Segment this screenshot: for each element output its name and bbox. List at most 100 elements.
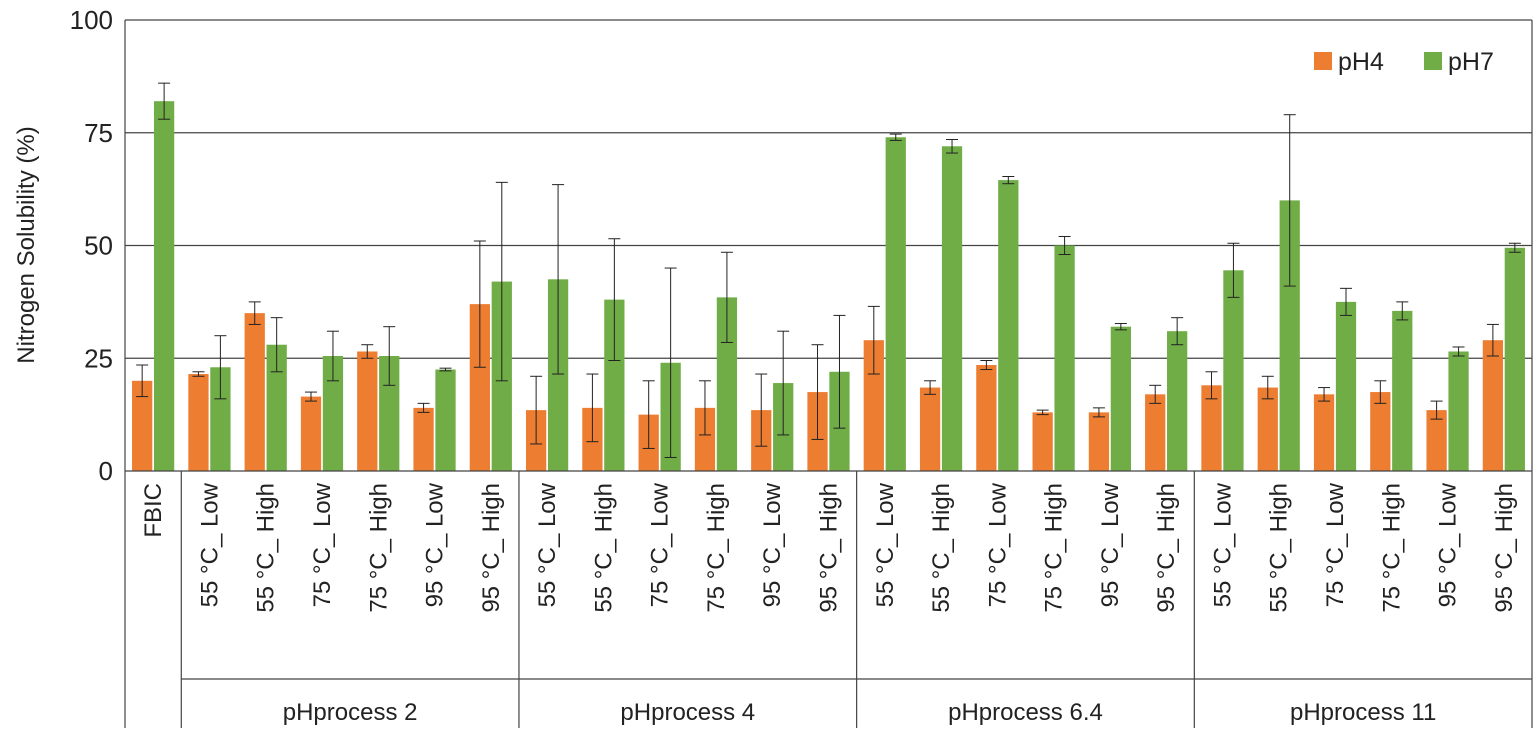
- bar-ph7: [322, 355, 344, 471]
- x-category-label: 55 °C_ Low: [1209, 482, 1236, 607]
- bar-ph4: [1313, 394, 1335, 471]
- error-bar-ph7: [1227, 242, 1240, 298]
- bar-ph4: [188, 374, 209, 471]
- error-bar-ph4: [530, 375, 543, 445]
- x-category-label: 55 °C_ High: [928, 483, 955, 613]
- bar-ph7: [716, 297, 738, 471]
- error-bar-ph4: [1374, 380, 1387, 404]
- bar-ph7: [547, 279, 569, 471]
- x-category-label: 95 °C_ High: [478, 483, 505, 613]
- bar-ph4: [1370, 392, 1391, 471]
- error-bar-ph4: [924, 380, 937, 395]
- x-category-label: 75 °C_ Low: [309, 482, 336, 607]
- error-bar-ph4: [1486, 323, 1499, 357]
- bar-ph7: [998, 180, 1019, 472]
- bars: [132, 101, 1525, 472]
- error-bar-ph4: [305, 391, 318, 402]
- bar-ph4: [1088, 412, 1110, 471]
- bar-ph7: [210, 367, 231, 471]
- bar-ph4: [1145, 394, 1166, 471]
- error-bar-ph4: [811, 344, 824, 440]
- legend-label-ph4: pH4: [1338, 48, 1384, 76]
- bar-ph7: [1392, 310, 1413, 471]
- axes: [124, 20, 1532, 728]
- y-tick-label: 75: [84, 118, 113, 148]
- x-category-label: 95 °C_ High: [1491, 483, 1518, 613]
- x-group-labels: pHprocess 2 pHprocess 4 pHprocess 6.4 pHpro…: [180, 20, 1533, 728]
- x-group-label: pHprocess 2: [283, 699, 418, 726]
- legend-swatch-ph4: [1314, 52, 1332, 70]
- error-bars: [136, 82, 1521, 458]
- error-bar-ph4: [1036, 409, 1049, 416]
- error-bar-ph4: [755, 373, 768, 447]
- x-category-label: 75 °C_ Low: [1322, 482, 1349, 607]
- x-category-label: 95 °C_ Low: [1097, 482, 1124, 607]
- bar-ph4: [1257, 387, 1278, 471]
- x-category-label: 95 °C_ Low: [1435, 482, 1462, 607]
- bar-ph7: [885, 137, 906, 471]
- error-bar-ph4: [248, 301, 261, 325]
- y-tick-label: 0: [99, 456, 113, 486]
- x-category-label: 55 °C_ Low: [872, 482, 899, 607]
- bar-ph7: [604, 299, 625, 471]
- error-bar-ph7: [777, 330, 790, 436]
- x-category-label: 75 °C_ High: [1378, 483, 1405, 613]
- legend-label-ph7: pH7: [1448, 48, 1494, 76]
- error-bar-ph7: [889, 133, 902, 141]
- bar-ph4: [469, 304, 490, 471]
- x-group-label: pHprocess 6.4: [948, 699, 1103, 726]
- x-category-label: 95 °C_ Low: [422, 482, 449, 607]
- error-bar-ph7: [1339, 287, 1352, 316]
- bar-ph4: [863, 340, 884, 471]
- x-category-label: 75 °C_ Low: [984, 482, 1011, 607]
- error-bar-ph4: [473, 240, 486, 368]
- x-category-label: 55 °C_ Low: [534, 482, 561, 607]
- error-bar-ph7: [946, 139, 959, 154]
- bar-ph4: [413, 407, 434, 471]
- error-bar-ph4: [642, 380, 655, 449]
- bar-ph7: [941, 146, 963, 471]
- bar-ph4: [1201, 385, 1222, 471]
- x-group-label: pHprocess 11: [1290, 699, 1436, 726]
- error-bar-ph7: [214, 335, 227, 400]
- error-bar-ph4: [980, 360, 993, 371]
- error-bar-ph7: [1058, 235, 1071, 256]
- bar-ph7: [153, 101, 175, 472]
- bar-ph4: [1032, 412, 1053, 471]
- error-bar-ph4: [586, 373, 599, 443]
- error-bar-ph4: [417, 402, 430, 413]
- bar-ph4: [694, 407, 716, 471]
- x-category-label: 95 °C_ High: [1153, 483, 1180, 613]
- y-tick-labels: 0 25 50 75 100: [70, 5, 113, 486]
- x-category-label: 55 °C_ High: [253, 483, 280, 613]
- error-bar-ph7: [1002, 175, 1015, 185]
- x-category-label: 55 °C_ Low: [196, 482, 223, 607]
- error-bar-ph4: [1092, 407, 1105, 418]
- x-category-label: 75 °C_ High: [1041, 483, 1068, 613]
- bar-ph7: [1448, 351, 1469, 471]
- x-category-label: 95 °C_ Low: [759, 482, 786, 607]
- bar-ph4: [132, 380, 153, 471]
- error-bar-ph7: [439, 367, 452, 372]
- bar-ph4: [300, 396, 322, 471]
- error-bar-ph4: [1261, 375, 1274, 400]
- error-bar-ph7: [1114, 323, 1127, 331]
- error-bar-ph7: [158, 82, 171, 120]
- error-bar-ph4: [1430, 400, 1443, 420]
- bar-ph4: [1482, 340, 1504, 471]
- error-bar-ph7: [383, 326, 396, 386]
- error-bar-ph7: [495, 181, 508, 382]
- bar-ph4: [244, 313, 265, 471]
- error-bar-ph7: [326, 330, 339, 382]
- error-bar-ph7: [270, 317, 283, 373]
- error-bar-ph7: [1171, 317, 1184, 346]
- legend-swatch-ph7: [1424, 52, 1442, 70]
- bar-ph7: [1054, 245, 1075, 471]
- error-bar-ph7: [1396, 301, 1409, 321]
- bar-ph7: [1504, 247, 1525, 471]
- bar-ph7: [1167, 331, 1188, 471]
- error-bar-ph4: [136, 364, 149, 398]
- x-category-labels: FBIC 55 °C_ Low 55 °C_ High 75 °C_ Low 75 °C…: [140, 482, 1518, 612]
- legend: pH4 pH7: [1314, 48, 1494, 76]
